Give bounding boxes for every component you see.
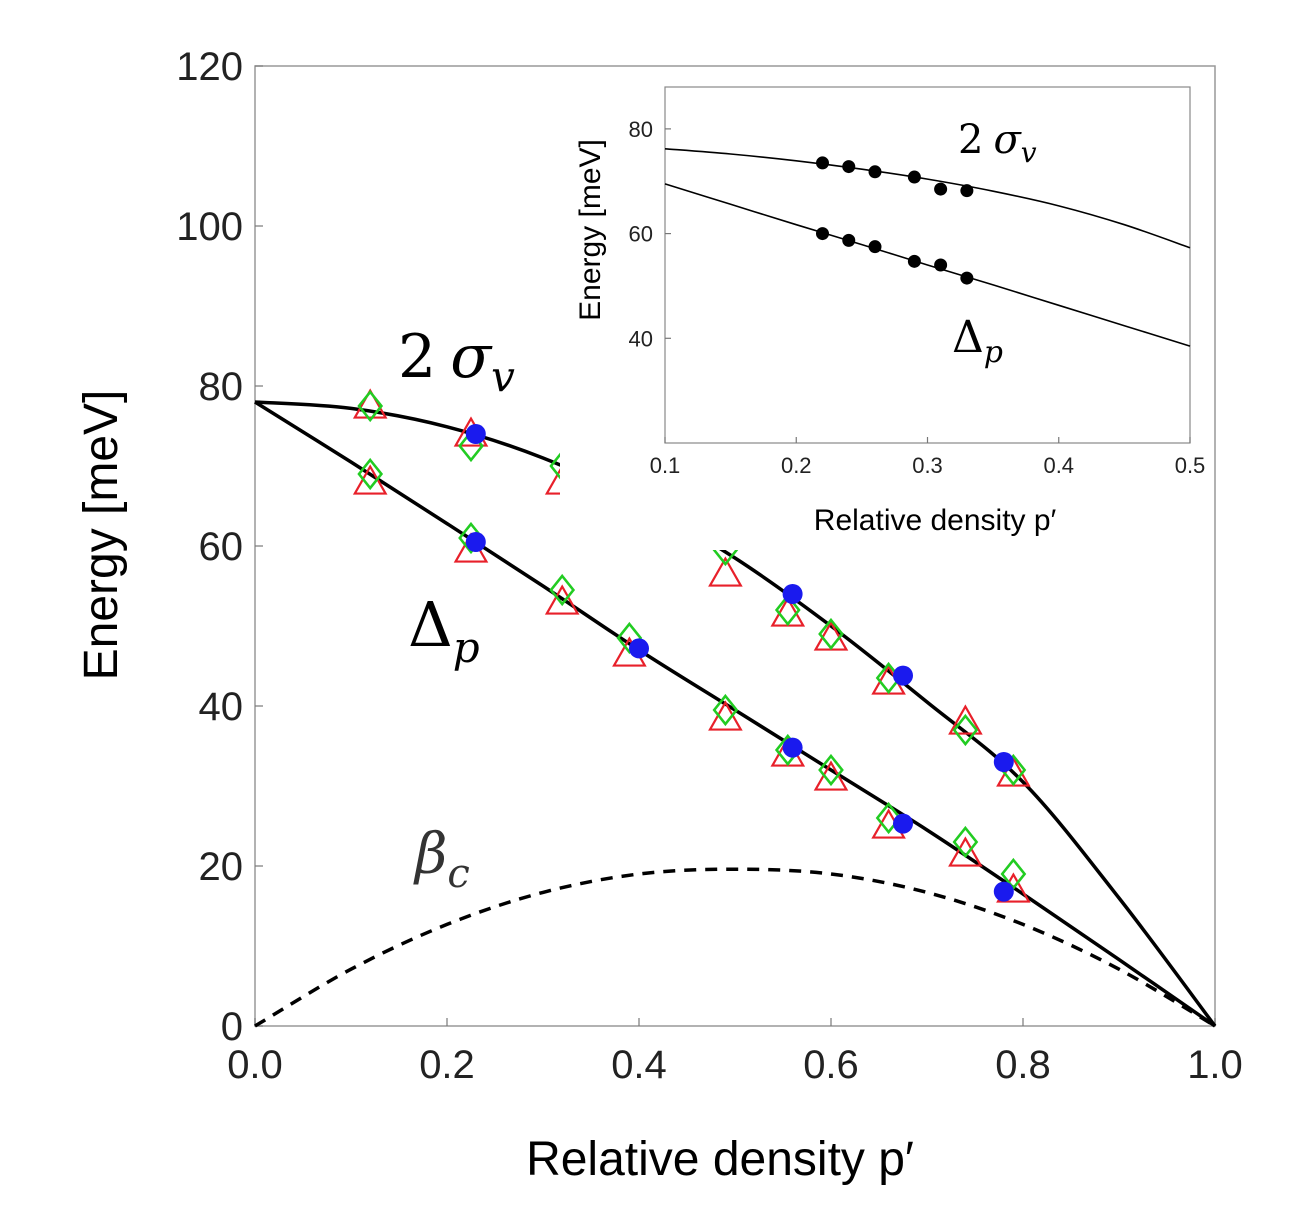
main-series-0-line: [254, 400, 1217, 1028]
inset-series-0-line: [664, 147, 1191, 249]
main-y-tick-labels: 0 20 40 60 80 100 120: [176, 45, 243, 1049]
main-series-5-point: [774, 593, 801, 627]
main-series-6-point: [616, 621, 643, 655]
inset-x-tick-label: 0.2: [781, 453, 812, 478]
main-label-beta-symbol: β: [413, 822, 447, 887]
inset-label-sigma-symbol: σ: [993, 117, 1022, 163]
inset-series-2-point: [907, 170, 921, 184]
inset-series-2-point: [816, 156, 829, 170]
main-label-delta-sub: p: [453, 623, 480, 672]
inset-series-3-point: [934, 258, 948, 272]
main-tick-marks: [254, 65, 1216, 1027]
main-series-8-point: [782, 737, 803, 758]
inset-label-delta-sub: p: [984, 335, 1003, 370]
main-x-tick-label: 0.8: [995, 1043, 1051, 1087]
inset-series-2-point: [868, 165, 882, 179]
main-series-8-point: [465, 532, 486, 552]
main-series-5-point: [952, 713, 979, 747]
main-x-tick-label: 0.0: [227, 1043, 283, 1087]
main-series-6-point: [818, 753, 844, 787]
main-series-7-point: [993, 752, 1014, 772]
inset-series-3-point: [907, 254, 921, 268]
main-x-tick-label: 0.4: [611, 1043, 667, 1087]
main-series-6-point: [875, 801, 902, 835]
main-series-4-point: [948, 836, 983, 867]
main-label-beta-sub: c: [447, 851, 469, 897]
inset-tick-marks: [664, 128, 1191, 443]
main-label-beta: βc: [413, 822, 470, 897]
main-series-5-point: [357, 389, 384, 423]
main-x-tick-label: 0.6: [803, 1043, 859, 1087]
main-y-tick-label: 60: [199, 525, 244, 569]
main-y-tick-label: 80: [199, 365, 244, 409]
main-y-tick-label: 40: [199, 685, 244, 729]
main-series-3-point: [352, 388, 388, 419]
main-series-8-point: [629, 638, 649, 659]
inset-y-axis-title: Energy [meV]: [574, 139, 607, 321]
inset-y-tick-label: 80: [629, 117, 653, 142]
main-series-7-point: [782, 584, 803, 604]
inset-x-tick-label: 0.1: [650, 453, 681, 478]
main-series-6-point: [952, 825, 979, 859]
inset-x-tick-label: 0.3: [912, 453, 943, 478]
inset-series-3-point: [842, 233, 856, 247]
inset-series-2-point: [842, 160, 856, 174]
main-label-sigma-prefix: 2: [398, 322, 436, 392]
inset-label-sigma-prefix: 2: [958, 117, 983, 163]
main-y-tick-label: 100: [176, 205, 243, 249]
inset-y-tick-label: 40: [629, 326, 653, 351]
inset-curves: [664, 147, 1191, 347]
main-series-3-point: [948, 704, 983, 735]
main-label-sigma-symbol: σ: [450, 322, 493, 392]
main-y-tick-label: 20: [199, 845, 244, 889]
main-x-tick-label: 1.0: [1187, 1043, 1243, 1087]
main-series-8-point: [893, 813, 913, 834]
main-series-2-line: [254, 867, 1216, 1028]
inset-series-3-point: [960, 271, 974, 285]
inset-label-delta: Δp: [952, 312, 1003, 370]
inset-y-tick-label: 60: [629, 222, 653, 247]
inset-series-1-line: [664, 183, 1191, 347]
main-y-tick-label: 120: [176, 45, 243, 89]
main-label-sigma: 2 σv: [398, 322, 515, 401]
inset-series-3-point: [816, 227, 829, 241]
main-x-tick-label: 0.2: [419, 1043, 475, 1087]
main-series-4-point: [544, 584, 580, 615]
main-series-6-point: [357, 457, 384, 491]
main-series-5-point: [818, 617, 844, 651]
main-series-7-point: [465, 424, 486, 444]
main-y-tick-label: 0: [221, 1005, 243, 1049]
inset-label-delta-symbol: Δ: [952, 312, 984, 363]
main-label-sigma-sub: v: [491, 352, 515, 401]
inset-chart: 40 60 80 0.1 0.2 0.3 0.4 0.5 Relative density …: [560, 80, 1205, 550]
inset-x-axis-title: Relative density p′: [814, 504, 1057, 537]
main-label-delta: Δp: [408, 588, 480, 672]
main-x-tick-labels: 0.0 0.2 0.4 0.6 0.8 1.0: [227, 1043, 1243, 1087]
main-x-axis-title: Relative density p′: [526, 1133, 914, 1186]
inset-x-tick-labels: 0.1 0.2 0.3 0.4 0.5: [650, 453, 1206, 478]
inset-series-3-point: [868, 240, 882, 254]
main-series-3-point: [708, 556, 743, 587]
inset-label-sigma-sub: v: [1021, 136, 1037, 169]
main-label-delta-symbol: Δ: [408, 588, 453, 661]
main-series-6-point: [549, 573, 576, 607]
inset-series-2-point: [960, 184, 974, 198]
main-series-8-point: [993, 881, 1014, 902]
inset-y-tick-labels: 40 60 80: [629, 117, 653, 351]
inset-background: [560, 80, 1200, 550]
main-series-7-point: [893, 665, 913, 686]
inset-series-2-point: [934, 182, 948, 196]
inset-label-sigma: 2 σv: [958, 117, 1037, 169]
main-series-6-point: [712, 693, 739, 727]
inset-points: [816, 156, 974, 285]
main-series-6-point: [1000, 857, 1027, 891]
inset-x-tick-label: 0.4: [1043, 453, 1074, 478]
main-y-axis-title: Energy [meV]: [75, 390, 128, 681]
inset-x-tick-label: 0.5: [1175, 453, 1206, 478]
